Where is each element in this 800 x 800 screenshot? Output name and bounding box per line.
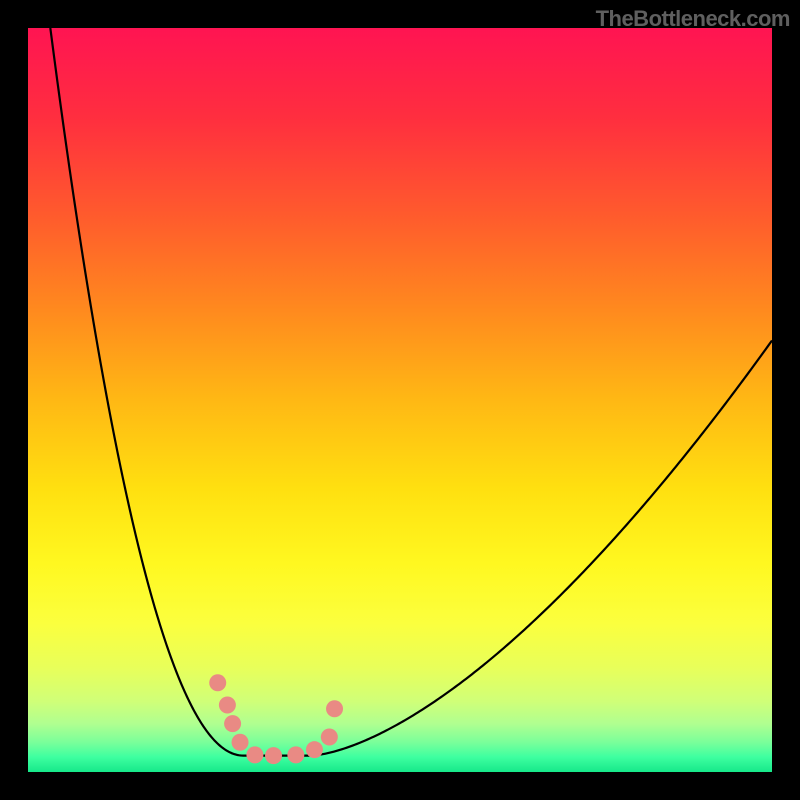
curve-marker bbox=[287, 746, 304, 763]
curve-marker bbox=[224, 715, 241, 732]
watermark-text: TheBottleneck.com bbox=[596, 6, 790, 32]
curve-marker bbox=[219, 697, 236, 714]
chart-background bbox=[28, 28, 772, 772]
curve-marker bbox=[246, 746, 263, 763]
bottleneck-chart bbox=[28, 28, 772, 772]
curve-marker bbox=[265, 747, 282, 764]
curve-marker bbox=[232, 734, 249, 751]
curve-marker bbox=[306, 741, 323, 758]
curve-marker bbox=[321, 729, 338, 746]
curve-marker bbox=[209, 674, 226, 691]
curve-marker bbox=[326, 700, 343, 717]
